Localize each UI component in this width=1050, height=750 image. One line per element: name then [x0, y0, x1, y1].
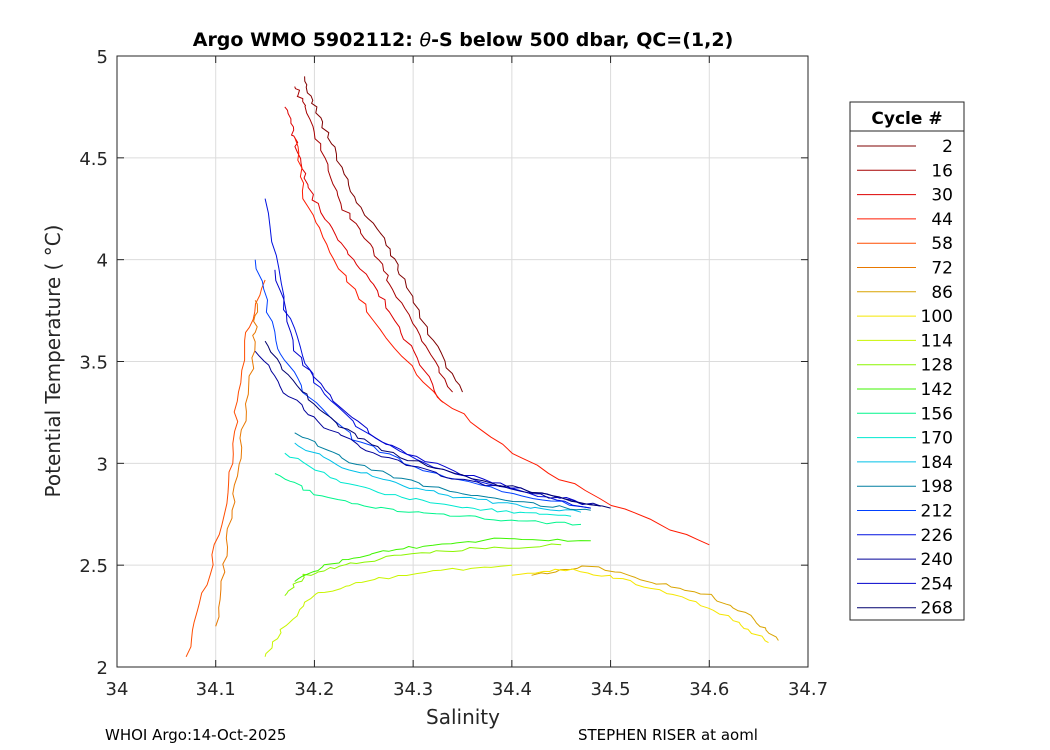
series-line-cycle-72 [215, 300, 259, 627]
legend-label-cycle-114: 114 [921, 331, 953, 351]
y-tick-label: 5 [97, 47, 108, 68]
series-line-cycle-2 [304, 76, 463, 393]
series-line-cycle-142 [294, 537, 591, 582]
legend-label-cycle-198: 198 [921, 477, 953, 497]
series-line-cycle-226 [264, 198, 591, 509]
series-line-cycle-184 [294, 442, 582, 513]
series-line-cycle-128 [284, 543, 562, 597]
x-tick-label: 34.2 [294, 679, 334, 700]
series-line-cycle-58 [185, 279, 266, 658]
series-layer [185, 76, 779, 658]
legend-label-cycle-254: 254 [921, 574, 953, 594]
legend-label-cycle-128: 128 [921, 356, 953, 376]
series-line-cycle-44 [294, 137, 710, 546]
x-tick-label: 34 [106, 679, 129, 700]
axis-ticks: 34 34.1 34.2 34.3 34.4 34.5 34.6 34.7 2 2.5 3 3.5 4 4… [79, 47, 828, 700]
legend-label-cycle-142: 142 [921, 380, 953, 400]
x-tick-label: 34.7 [788, 679, 828, 700]
y-tick-label: 3 [97, 454, 108, 475]
footer-right: STEPHEN RISER at aoml [578, 726, 758, 744]
y-axis-label: Potential Temperature ( °C) [41, 225, 65, 498]
legend-label-cycle-30: 30 [931, 186, 953, 206]
legend-label-cycle-2: 2 [942, 137, 953, 157]
y-tick-label: 2 [97, 658, 108, 679]
series-line-cycle-86 [531, 565, 779, 641]
legend-box [849, 101, 965, 621]
series-line-cycle-16 [294, 86, 453, 393]
legend-label-cycle-72: 72 [931, 259, 953, 279]
legend-label-cycle-16: 16 [931, 161, 953, 181]
x-axis-label: Salinity [426, 705, 500, 729]
legend-label-cycle-86: 86 [931, 283, 953, 303]
series-line-cycle-268 [264, 340, 611, 509]
series-line-cycle-240 [254, 350, 601, 507]
series-line-cycle-156 [274, 473, 582, 526]
legend-label-cycle-100: 100 [921, 307, 953, 327]
legend-label-cycle-184: 184 [921, 453, 953, 473]
series-line-cycle-170 [284, 452, 572, 517]
series-line-cycle-114 [264, 564, 512, 657]
x-tick-label: 34.4 [492, 679, 532, 700]
x-tick-label: 34.1 [196, 679, 236, 700]
legend-label-cycle-240: 240 [921, 550, 953, 570]
y-tick-label: 2.5 [79, 556, 108, 577]
series-line-cycle-100 [511, 568, 769, 644]
legend-label-cycle-44: 44 [931, 210, 953, 230]
legend-label-cycle-212: 212 [921, 502, 953, 522]
legend-label-cycle-170: 170 [921, 429, 953, 449]
legend: Cycle # 2 16 30 44 58 72 86 100 114 128 142 156 170 1… [849, 101, 965, 621]
series-line-cycle-198 [294, 432, 591, 511]
legend-items: 2 16 30 44 58 72 86 100 114 128 142 156 170 184 198 212… [857, 137, 953, 619]
legend-label-cycle-226: 226 [921, 526, 953, 546]
legend-label-cycle-58: 58 [931, 234, 953, 254]
legend-title: Cycle # [871, 109, 942, 129]
footer-left: WHOI Argo:14-Oct-2025 [105, 726, 286, 744]
grid-lines [117, 56, 808, 667]
x-tick-label: 34.6 [689, 679, 729, 700]
legend-label-cycle-156: 156 [921, 404, 953, 424]
y-tick-label: 4 [97, 251, 108, 272]
y-tick-label: 3.5 [79, 353, 108, 374]
x-tick-label: 34.5 [591, 679, 631, 700]
y-tick-label: 4.5 [79, 149, 108, 170]
chart-title: Argo WMO 5902112: θ-S below 500 dbar, QC… [193, 29, 734, 51]
x-tick-label: 34.3 [393, 679, 433, 700]
legend-label-cycle-268: 268 [921, 599, 953, 619]
